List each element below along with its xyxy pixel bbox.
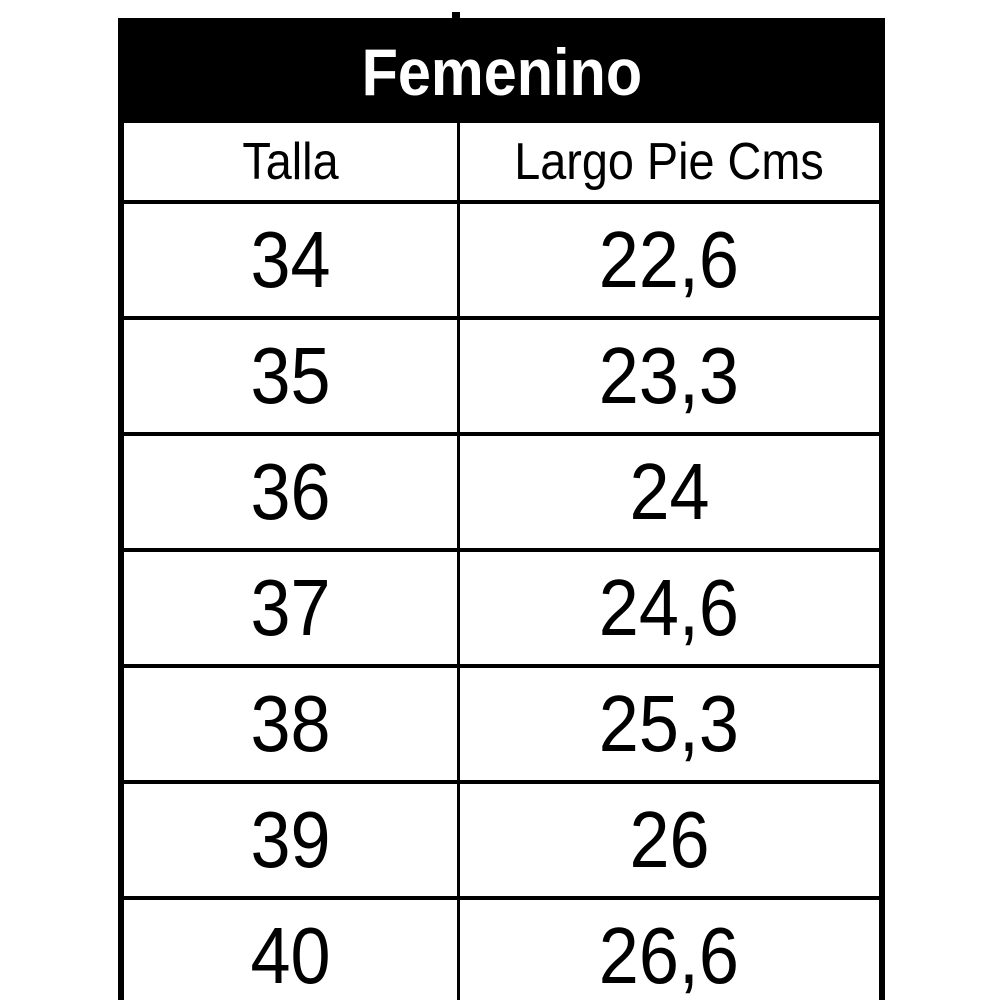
size-cell: 38	[119, 664, 460, 784]
length-value: 25,3	[599, 679, 740, 768]
size-cell: 36	[119, 432, 460, 552]
size-value: 40	[250, 911, 331, 1000]
size-cell: 37	[119, 548, 460, 668]
size-cell: 35	[119, 316, 460, 436]
size-chart-table: Femenino Talla Largo Pie Cms 34 22,6 35 …	[118, 18, 886, 1000]
column-header-talla: Talla	[119, 119, 460, 204]
size-cell: 40	[119, 896, 460, 1000]
length-value: 26,6	[599, 911, 740, 1000]
column-divider-tick	[452, 12, 460, 20]
table-row: 36 24	[119, 432, 884, 552]
length-cell: 26,6	[456, 896, 884, 1000]
column-header-talla-label: Talla	[242, 132, 339, 191]
length-cell: 25,3	[456, 664, 884, 784]
size-cell: 39	[119, 780, 460, 900]
column-header-largo-label: Largo Pie Cms	[514, 132, 825, 191]
length-cell: 23,3	[456, 316, 884, 436]
table-row: 38 25,3	[119, 664, 884, 784]
table-row: 35 23,3	[119, 316, 884, 436]
size-value: 39	[250, 795, 331, 884]
length-value: 24,6	[599, 563, 740, 652]
length-cell: 22,6	[456, 200, 884, 320]
table-title-label: Femenino	[361, 34, 642, 109]
size-value: 35	[250, 331, 331, 420]
size-value: 34	[250, 215, 331, 304]
table-row: 37 24,6	[119, 548, 884, 668]
length-value: 24	[629, 447, 710, 536]
table-row: 34 22,6	[119, 200, 884, 320]
table-header-row: Talla Largo Pie Cms	[119, 119, 884, 204]
length-value: 22,6	[599, 215, 740, 304]
length-cell: 24	[456, 432, 884, 552]
table-row: 40 26,6	[119, 896, 884, 1000]
size-value: 36	[250, 447, 331, 536]
table-row: 39 26	[119, 780, 884, 900]
size-value: 37	[250, 563, 331, 652]
table-title: Femenino	[119, 19, 884, 123]
size-value: 38	[250, 679, 331, 768]
size-cell: 34	[119, 200, 460, 320]
table-title-row: Femenino	[119, 19, 884, 123]
length-cell: 26	[456, 780, 884, 900]
length-cell: 24,6	[456, 548, 884, 668]
column-header-largo: Largo Pie Cms	[456, 119, 884, 204]
length-value: 26	[629, 795, 710, 884]
length-value: 23,3	[599, 331, 740, 420]
